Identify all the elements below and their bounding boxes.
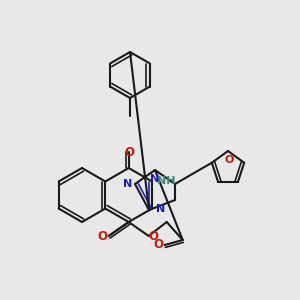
Text: O: O (224, 155, 234, 165)
Text: O: O (149, 230, 159, 242)
Text: O: O (154, 238, 164, 251)
Text: O: O (98, 230, 108, 242)
Text: O: O (125, 146, 135, 158)
Text: N: N (123, 179, 132, 189)
Text: N: N (156, 203, 165, 214)
Text: NH: NH (157, 176, 176, 187)
Text: N: N (150, 174, 160, 184)
